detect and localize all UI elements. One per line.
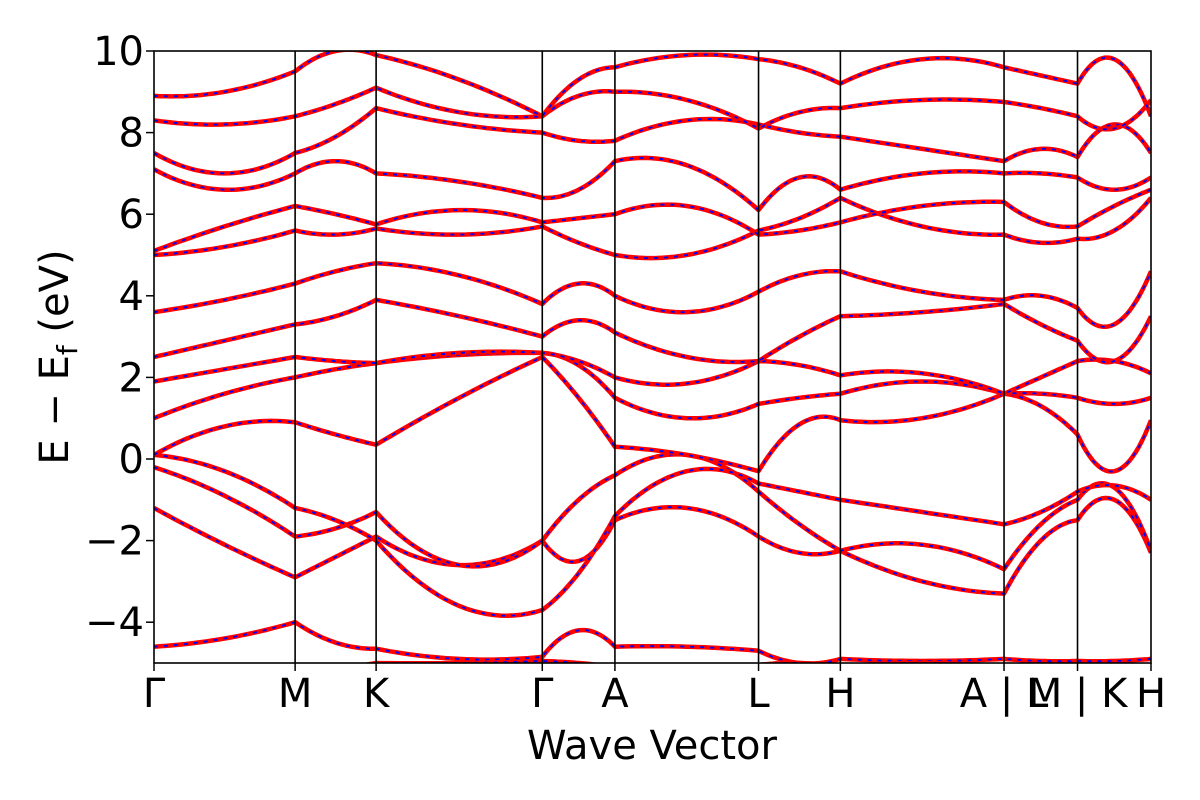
band-line-overlay bbox=[154, 156, 1151, 212]
y-axis-ticks: −4 −2 0 2 4 6 8 10 bbox=[85, 29, 154, 646]
x-tick-label: K bbox=[363, 671, 391, 717]
band-line-overlay bbox=[154, 350, 1151, 395]
y-tick-label: 6 bbox=[119, 192, 144, 238]
band-line-reference bbox=[154, 350, 1151, 421]
x-tick-label: M bbox=[278, 671, 313, 717]
band-line-overlay bbox=[154, 262, 1151, 328]
band-line-reference bbox=[154, 495, 1151, 596]
band-line-reference bbox=[154, 260, 1151, 330]
y-tick-label: −2 bbox=[85, 519, 144, 565]
x-tick-label: A bbox=[601, 671, 629, 717]
y-tick-label: 0 bbox=[119, 437, 144, 483]
y-axis-title: E − Ef (eV) bbox=[32, 249, 84, 464]
x-axis-title: Wave Vector bbox=[527, 723, 778, 769]
y-axis-title-main: E − E bbox=[32, 355, 78, 465]
y-tick-label: 8 bbox=[119, 111, 144, 157]
x-tick-label: Γ bbox=[531, 671, 554, 717]
band-line-overlay bbox=[154, 188, 1151, 252]
x-tick-label: H bbox=[825, 671, 855, 717]
band-line-reference bbox=[154, 51, 1151, 119]
x-tick-label: L bbox=[747, 671, 770, 717]
band-line-overlay bbox=[154, 51, 1151, 118]
plot-frame bbox=[153, 50, 1152, 664]
y-tick-label: 2 bbox=[119, 355, 144, 401]
band-line-overlay bbox=[154, 497, 1151, 595]
y-tick-label: 4 bbox=[119, 274, 144, 320]
band-line-reference bbox=[154, 187, 1151, 254]
band-line-overlay bbox=[154, 355, 1151, 473]
x-tick-label: M | K bbox=[1028, 671, 1129, 717]
bands-layer bbox=[154, 51, 1151, 663]
x-tick-label: H bbox=[1136, 671, 1166, 717]
x-tick-label: A | L bbox=[960, 671, 1049, 717]
band-line-overlay bbox=[154, 196, 1151, 260]
band-line-reference bbox=[154, 452, 1151, 618]
y-tick-label: 10 bbox=[93, 29, 144, 75]
band-line-reference bbox=[154, 105, 1151, 176]
band-line-overlay bbox=[154, 621, 1151, 663]
band-line-reference bbox=[154, 85, 1151, 132]
band-line-overlay bbox=[154, 86, 1151, 131]
x-tick-label: Γ bbox=[143, 671, 166, 717]
y-axis-title-unit: (eV) bbox=[32, 249, 78, 345]
band-line-reference bbox=[154, 297, 1151, 365]
y-tick-label: −4 bbox=[85, 600, 144, 646]
band-line-overlay bbox=[154, 107, 1151, 175]
high-symmetry-lines bbox=[294, 51, 1079, 663]
y-axis-title-subscript: f bbox=[51, 344, 84, 355]
